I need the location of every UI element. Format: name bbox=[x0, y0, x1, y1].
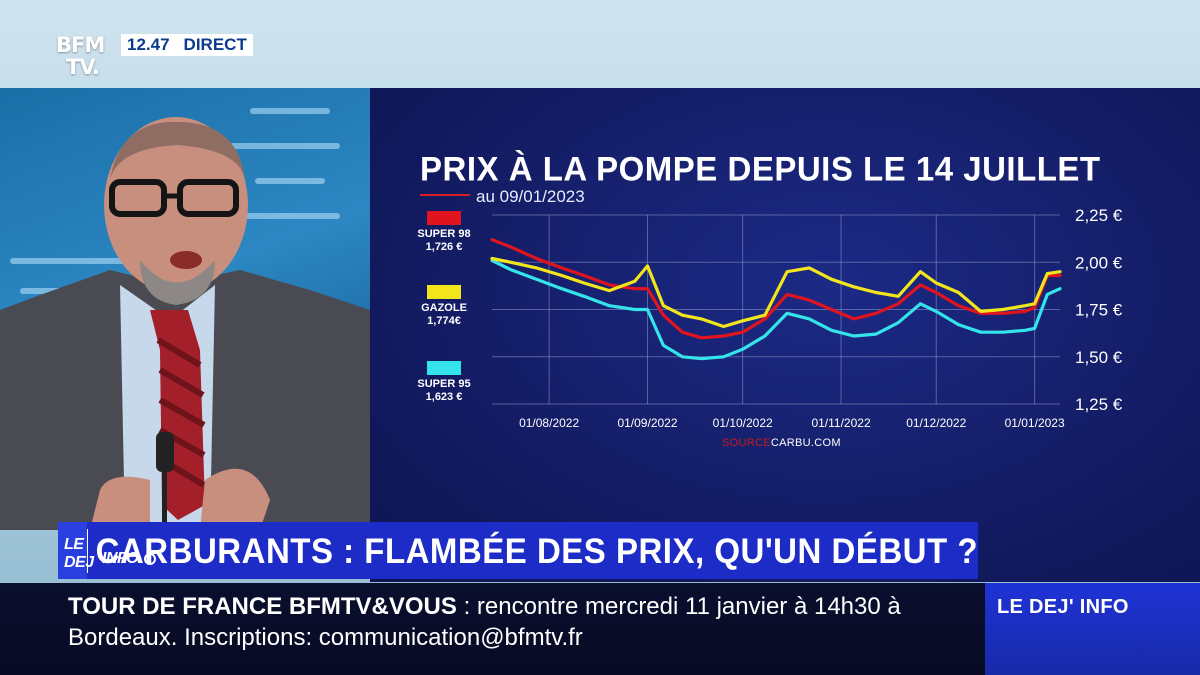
legend-value: 1,774€ bbox=[427, 315, 461, 327]
chart-source: SOURCECARBU.COM bbox=[722, 437, 841, 449]
show-tag-label: LE DEJ' INFO bbox=[997, 596, 1129, 618]
series-line-super-95 bbox=[490, 258, 1062, 361]
x-tick-label: 01/08/2022 bbox=[519, 416, 579, 430]
legend-super98: SUPER 98 1,726 € bbox=[414, 211, 474, 254]
x-tick-label: 01/09/2022 bbox=[617, 416, 677, 430]
legend-name: SUPER 98 bbox=[417, 228, 471, 240]
legend-value: 1,726 € bbox=[425, 241, 463, 253]
legend-swatch-super95 bbox=[427, 361, 461, 375]
y-tick-label: 2,00 € bbox=[1075, 253, 1123, 272]
y-tick-label: 1,75 € bbox=[1075, 301, 1123, 320]
legend-super95: SUPER 95 1,623 € bbox=[414, 361, 474, 404]
channel-logo: BFM TV. bbox=[56, 34, 116, 86]
series-line-gazole bbox=[490, 256, 1062, 329]
news-ticker: TOUR DE FRANCE BFMTV&VOUS : rencontre me… bbox=[0, 583, 985, 675]
live-strip: 12.47 DIRECT bbox=[121, 34, 253, 56]
y-tick-label: 1,25 € bbox=[1075, 395, 1123, 414]
chart-title: PRIX À LA POMPE DEPUIS LE 14 JUILLET bbox=[420, 149, 1101, 188]
show-logo-line-2: INFO bbox=[102, 550, 139, 567]
banner-separator bbox=[86, 528, 88, 573]
show-logo-dot-icon bbox=[144, 553, 156, 565]
clock-time: 12.47 bbox=[127, 35, 170, 54]
ticker-separator: : bbox=[456, 593, 477, 620]
legend-gazole: GAZOLE 1,774€ bbox=[414, 285, 474, 328]
legend-name: GAZOLE bbox=[421, 302, 467, 314]
source-prefix: SOURCE bbox=[722, 437, 771, 449]
legend-swatch-super98 bbox=[427, 211, 461, 225]
chart-subtitle: au 09/01/2023 bbox=[476, 187, 585, 206]
x-tick-label: 01/10/2022 bbox=[713, 416, 773, 430]
x-tick-label: 01/01/2023 bbox=[1005, 416, 1065, 430]
y-tick-label: 2,25 € bbox=[1075, 206, 1123, 225]
logo-line-2: TV. bbox=[66, 55, 100, 79]
show-logo: LE DEJ INFO bbox=[58, 522, 156, 579]
ticker-headline: TOUR DE FRANCE BFMTV&VOUS bbox=[68, 593, 457, 620]
legend-value: 1,623 € bbox=[425, 391, 463, 403]
ticker-body: rencontre mercredi 11 janvier à 14h30 à … bbox=[68, 593, 901, 651]
live-label: DIRECT bbox=[183, 35, 247, 54]
presenter-image bbox=[0, 117, 370, 530]
y-tick-label: 1,50 € bbox=[1075, 348, 1123, 367]
x-tick-label: 01/12/2022 bbox=[906, 416, 966, 430]
price-chart: 2,25 € 2,00 € 1,75 € 1,50 € 1,25 € 01/08/2022… bbox=[490, 206, 1123, 430]
subtitle-accent-line bbox=[420, 194, 470, 196]
logo-line-1: BFM bbox=[56, 33, 105, 57]
series-line-super-98 bbox=[490, 238, 1062, 340]
ticker-text: TOUR DE FRANCE BFMTV&VOUS : rencontre me… bbox=[68, 591, 968, 653]
legend-name: SUPER 95 bbox=[417, 378, 471, 390]
source-name: CARBU.COM bbox=[770, 437, 841, 449]
headline-banner: LE DEJ INFO CARBURANTS : FLAMBÉE DES PRI… bbox=[58, 522, 978, 579]
chart-panel: PRIX À LA POMPE DEPUIS LE 14 JUILLET au … bbox=[370, 88, 1200, 582]
headline-text: CARBURANTS : FLAMBÉE DES PRIX, QU'UN DÉB… bbox=[95, 529, 978, 570]
show-tag: LE DEJ' INFO bbox=[985, 583, 1200, 675]
show-logo-line-1: LE DEJ bbox=[64, 536, 94, 571]
x-tick-label: 01/11/2022 bbox=[811, 416, 870, 430]
legend-swatch-gazole bbox=[427, 285, 461, 299]
